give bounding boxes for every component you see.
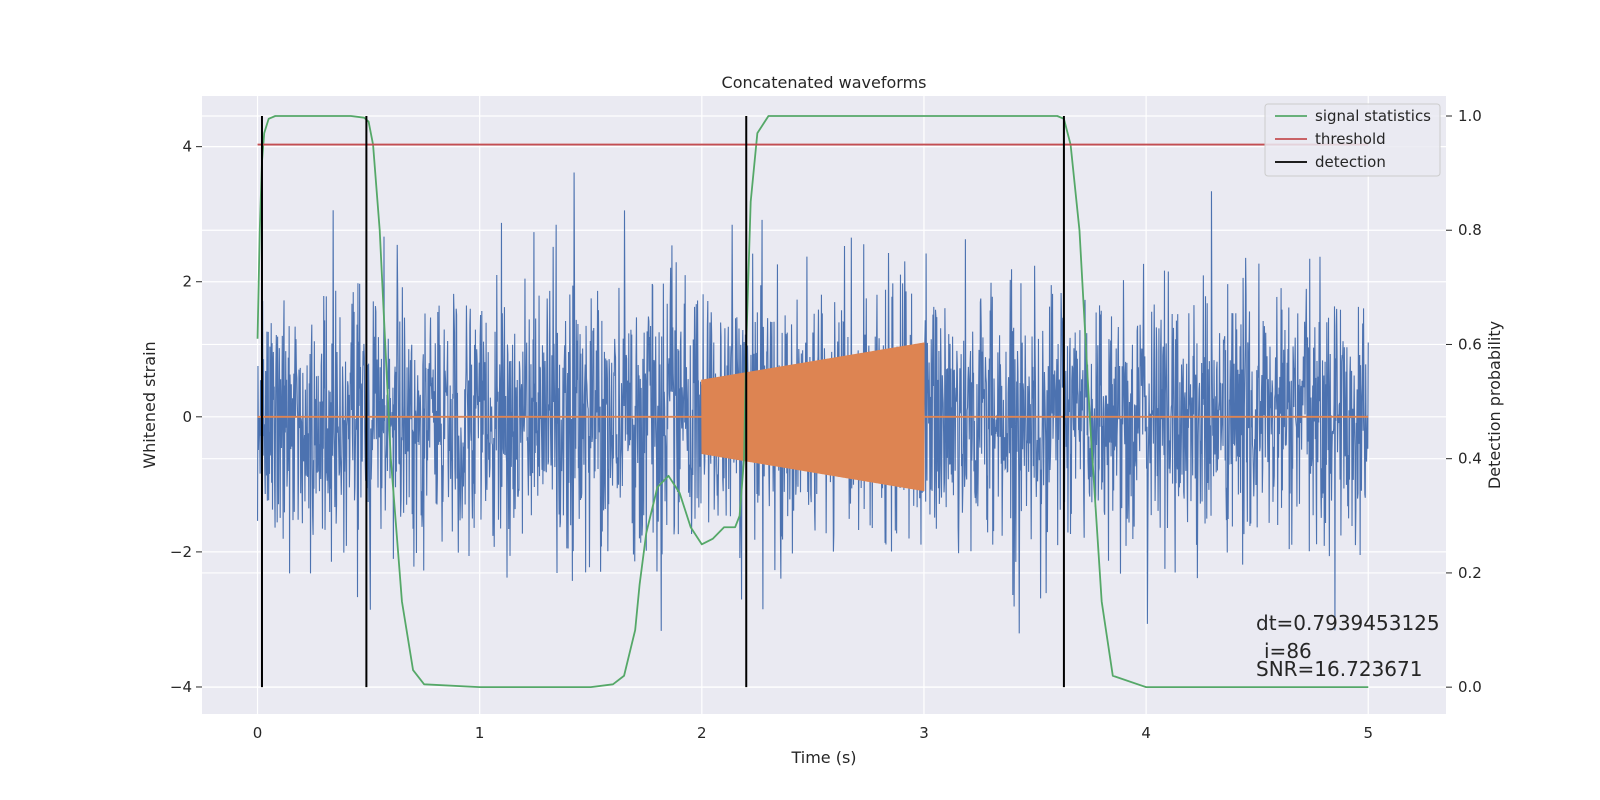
x-axis-label: Time (s) [790, 748, 856, 767]
legend: signal statistics threshold detection [1264, 103, 1441, 177]
x-tick-label: 2 [697, 724, 707, 742]
legend-signal-statistics-label: signal statistics [1315, 107, 1431, 125]
signal-statistics-line [256, 115, 1369, 689]
chart-title: Concatenated waveforms [722, 73, 927, 92]
x-tick-label: 1 [475, 724, 485, 742]
y-axis-label: Whitened strain [140, 341, 159, 468]
waveform-series [257, 342, 1369, 492]
x-tick-label: 3 [919, 724, 929, 742]
strain-series [256, 172, 1369, 634]
strain-line [256, 172, 1369, 634]
y2-tick-label: 0.6 [1458, 335, 1482, 353]
y-tick-label: 2 [182, 273, 192, 291]
y2-tick-label: 0.0 [1458, 678, 1482, 696]
legend-threshold-label: threshold [1315, 130, 1386, 148]
y-tick-label: −4 [170, 678, 192, 696]
x-tick-label: 4 [1141, 724, 1151, 742]
legend-box [1264, 103, 1441, 177]
y-tick-label: 0 [182, 408, 192, 426]
y2-tick-label: 0.8 [1458, 221, 1482, 239]
statistics-series [256, 115, 1369, 689]
waveform-line [701, 342, 925, 492]
y2-tick-label: 0.2 [1458, 564, 1482, 582]
y-tick-label: 4 [182, 138, 192, 156]
annotation-snr: SNR=16.723671 [1256, 657, 1422, 681]
y-tick-label: −2 [170, 543, 192, 561]
y2-axis-label: Detection probability [1485, 321, 1504, 489]
annotation-dt: dt=0.7939453125 [1256, 611, 1440, 635]
x-tick-label: 5 [1363, 724, 1373, 742]
y2-tick-label: 1.0 [1458, 107, 1482, 125]
x-tick-label: 0 [253, 724, 263, 742]
legend-detection-label: detection [1315, 153, 1386, 171]
axis-ticks: 0 1 2 3 4 5 −4 −2 0 2 4 0.0 0.2 0.4 0.6 0.8 1.0 [170, 107, 1482, 742]
annotation-i: i=86 [1264, 639, 1312, 663]
y2-tick-label: 0.4 [1458, 450, 1482, 468]
